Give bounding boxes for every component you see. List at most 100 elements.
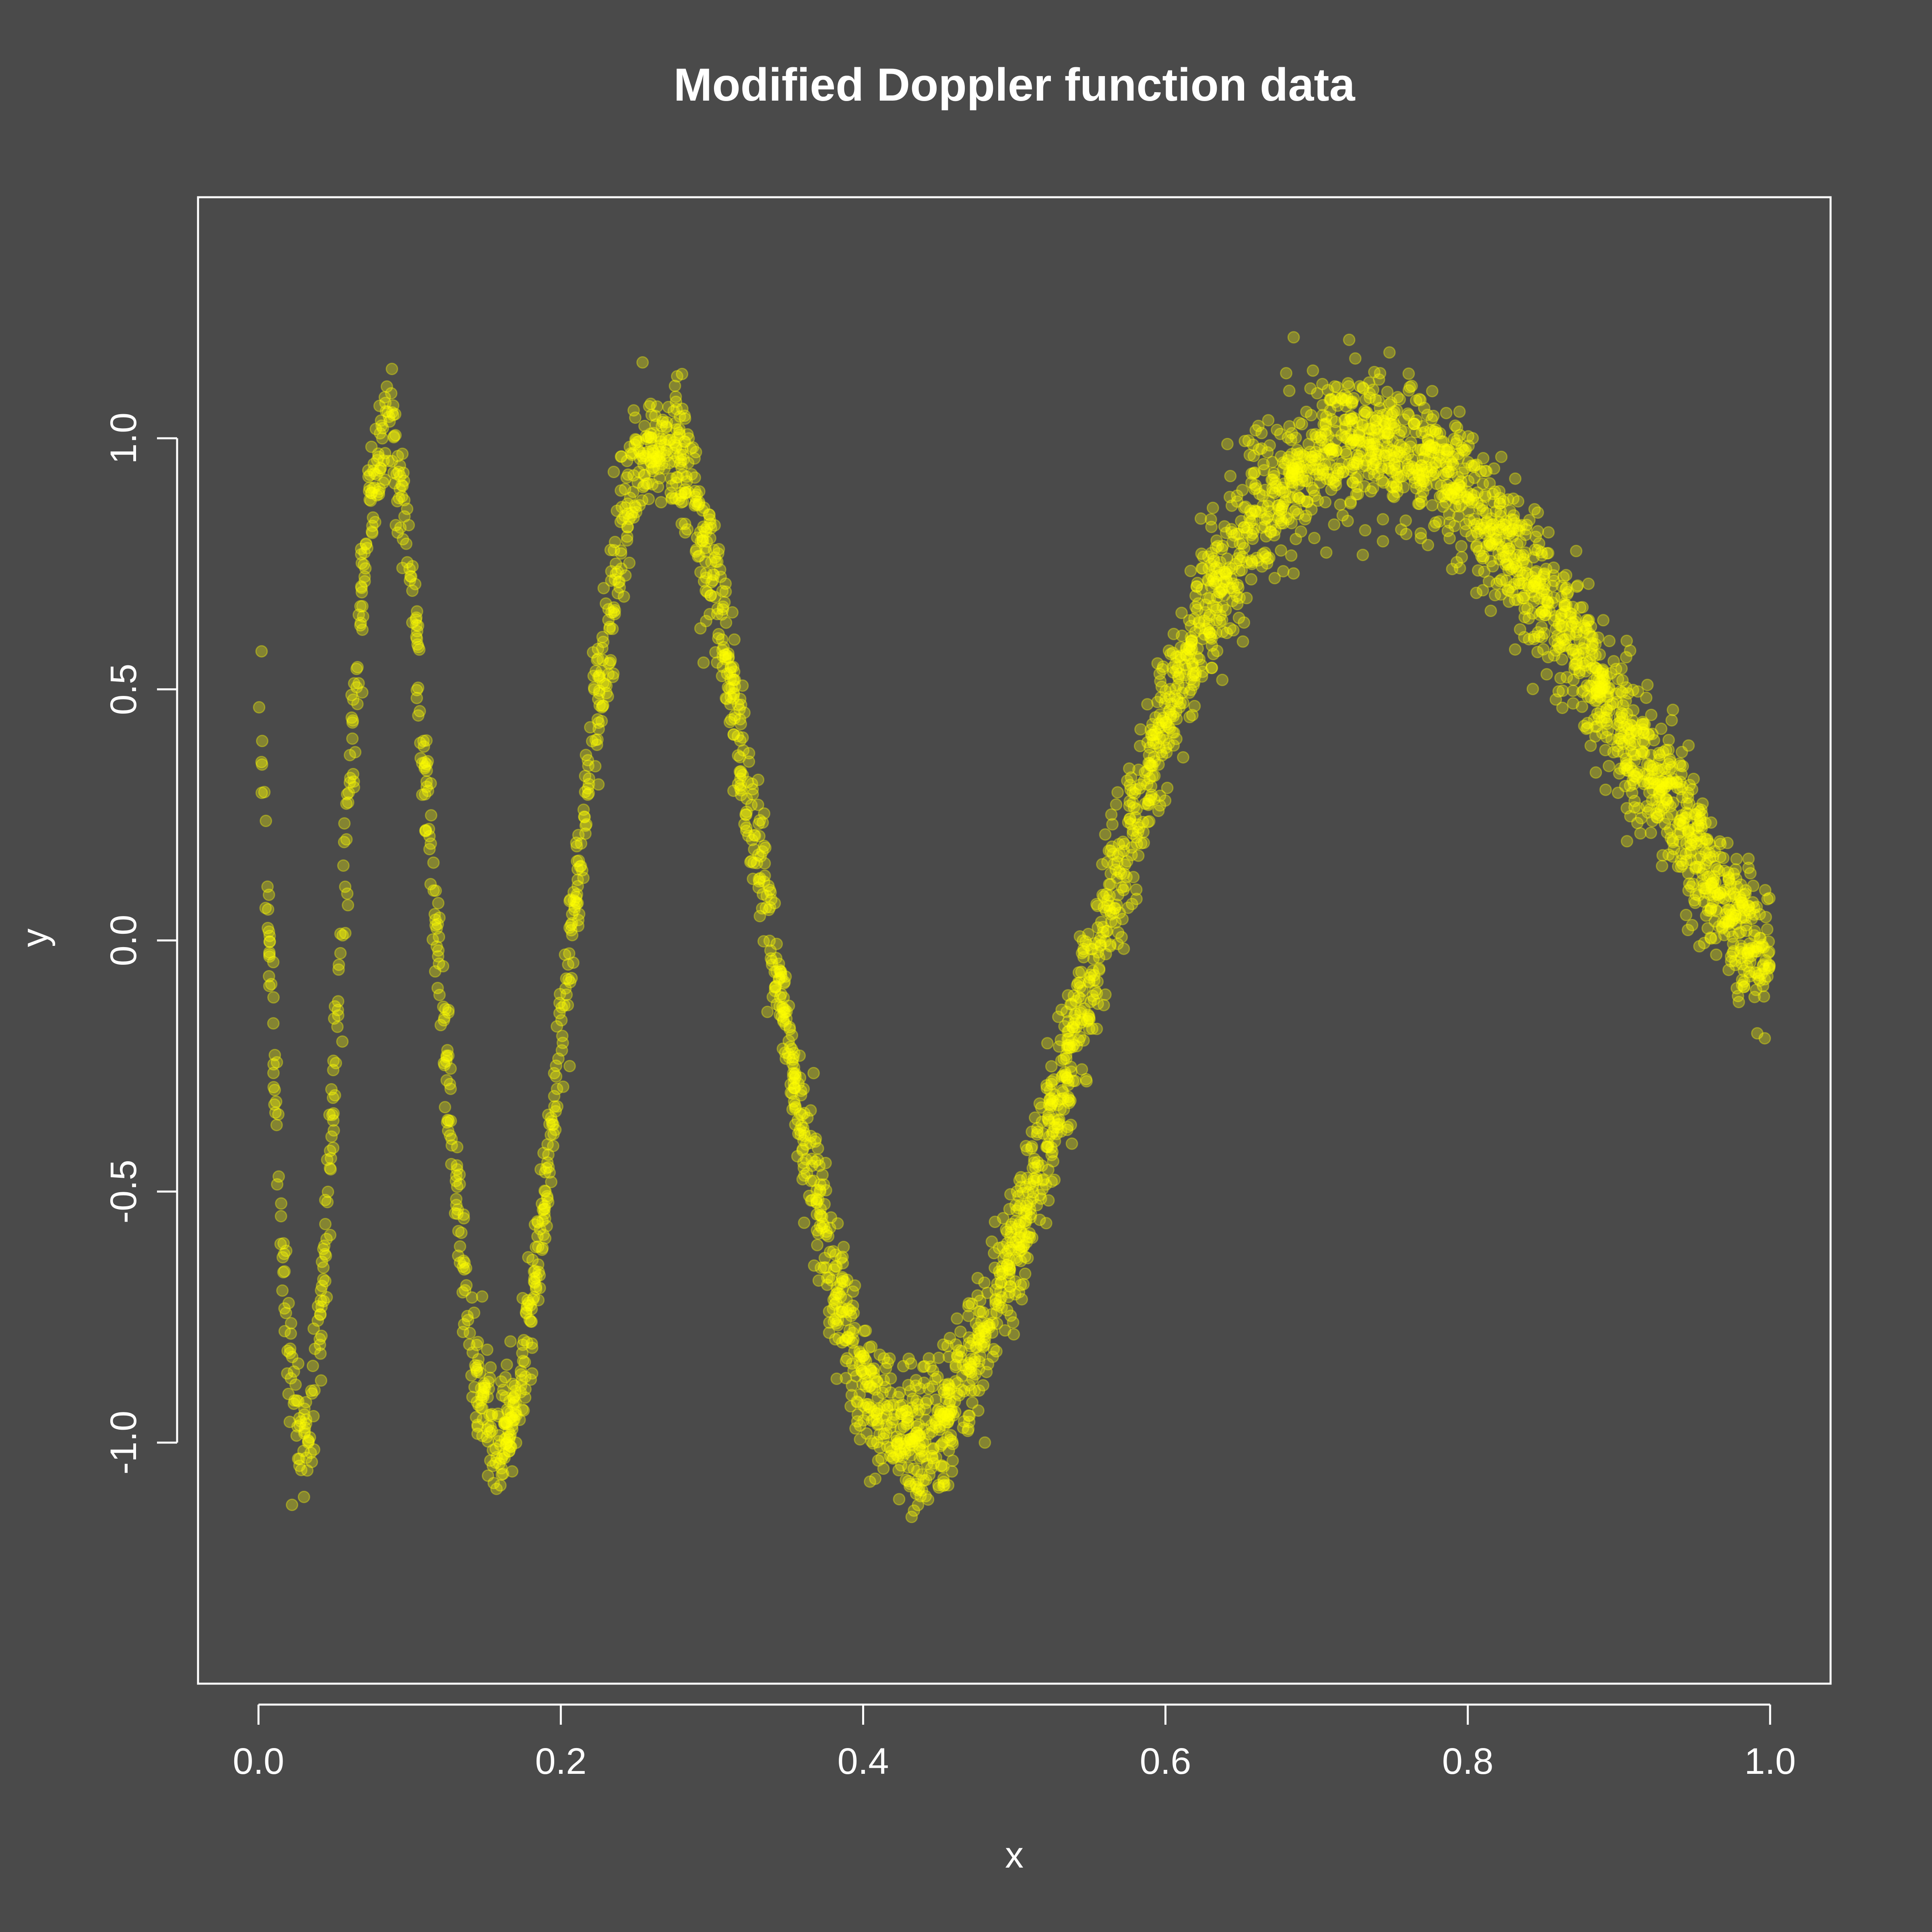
data-point — [499, 1452, 510, 1463]
data-point — [1237, 485, 1248, 496]
data-point — [411, 692, 423, 704]
data-point — [264, 951, 275, 962]
data-point — [1295, 526, 1307, 537]
data-point — [1160, 795, 1171, 806]
data-point — [413, 682, 424, 694]
data-point — [1635, 828, 1646, 839]
data-point — [1335, 499, 1346, 510]
data-point — [1441, 407, 1452, 419]
data-point — [355, 617, 366, 629]
data-point — [428, 857, 439, 868]
data-point — [406, 571, 417, 582]
data-point — [961, 1364, 972, 1375]
data-point — [1568, 674, 1579, 685]
data-point — [440, 1102, 451, 1113]
data-point — [732, 731, 743, 742]
data-point — [392, 527, 403, 538]
x-tick-label: 0.6 — [1140, 1741, 1191, 1782]
data-point — [264, 980, 275, 992]
data-point — [1478, 452, 1489, 464]
data-point — [923, 1383, 934, 1394]
data-point — [1556, 654, 1568, 665]
data-point — [1441, 469, 1452, 480]
data-point — [276, 1198, 287, 1209]
data-point — [1509, 644, 1521, 655]
data-point — [987, 1327, 998, 1338]
data-point — [1151, 729, 1162, 740]
data-point — [1112, 850, 1123, 862]
data-point — [422, 785, 433, 797]
data-point — [1764, 892, 1775, 904]
data-point — [1063, 1016, 1074, 1027]
data-point — [1523, 613, 1534, 624]
data-point — [1059, 1071, 1071, 1082]
data-point — [1543, 527, 1554, 538]
data-point — [645, 456, 656, 467]
data-point — [1501, 516, 1512, 527]
data-point — [402, 557, 413, 568]
data-point — [874, 1429, 885, 1440]
data-point — [1377, 536, 1389, 547]
data-point — [551, 1060, 562, 1071]
data-point — [1085, 996, 1096, 1007]
data-point — [477, 1414, 489, 1425]
data-point — [1029, 1153, 1040, 1164]
data-point — [433, 958, 445, 969]
data-point — [1642, 769, 1653, 780]
data-point — [291, 1430, 302, 1441]
data-point — [609, 537, 621, 548]
data-point — [1070, 995, 1082, 1007]
data-point — [1196, 548, 1207, 559]
data-point — [1684, 878, 1695, 889]
data-point — [933, 1352, 944, 1364]
data-point — [256, 735, 268, 747]
data-point — [840, 1315, 852, 1326]
data-point — [1292, 491, 1303, 502]
data-point — [268, 1018, 279, 1029]
data-point — [1309, 533, 1320, 544]
data-point — [1632, 817, 1643, 829]
data-point — [1360, 460, 1372, 471]
data-point — [912, 1474, 924, 1485]
data-point — [958, 1416, 970, 1427]
data-point — [1541, 669, 1552, 680]
data-point — [1360, 525, 1371, 536]
data-point — [667, 480, 678, 491]
data-point — [380, 397, 391, 409]
data-point — [527, 1294, 539, 1305]
data-point — [670, 391, 681, 402]
data-point — [1073, 967, 1084, 978]
data-point — [735, 718, 747, 730]
data-point — [1294, 417, 1305, 429]
data-point — [369, 482, 380, 493]
data-point — [337, 930, 348, 941]
data-point — [1600, 716, 1612, 727]
data-point — [415, 753, 426, 764]
data-point — [1583, 578, 1594, 589]
data-point — [277, 1252, 288, 1263]
data-point — [352, 662, 363, 673]
data-point — [848, 1334, 859, 1346]
data-point — [1249, 483, 1260, 495]
data-point — [650, 419, 661, 430]
data-point — [549, 1101, 560, 1112]
data-point — [259, 786, 270, 798]
data-point — [1517, 549, 1529, 561]
data-point — [979, 1277, 990, 1288]
data-point — [1513, 575, 1524, 586]
data-point — [1342, 515, 1353, 526]
data-point — [1572, 580, 1583, 591]
data-point — [1378, 421, 1389, 432]
data-point — [1464, 515, 1475, 526]
data-point — [1555, 621, 1567, 632]
data-point — [1321, 547, 1332, 558]
data-point — [1110, 799, 1122, 810]
data-point — [1028, 1175, 1040, 1187]
data-point — [713, 629, 724, 640]
data-point — [1346, 464, 1357, 476]
data-point — [811, 1239, 823, 1251]
data-point — [871, 1408, 882, 1419]
data-point — [1621, 836, 1633, 847]
data-point — [1185, 566, 1196, 577]
